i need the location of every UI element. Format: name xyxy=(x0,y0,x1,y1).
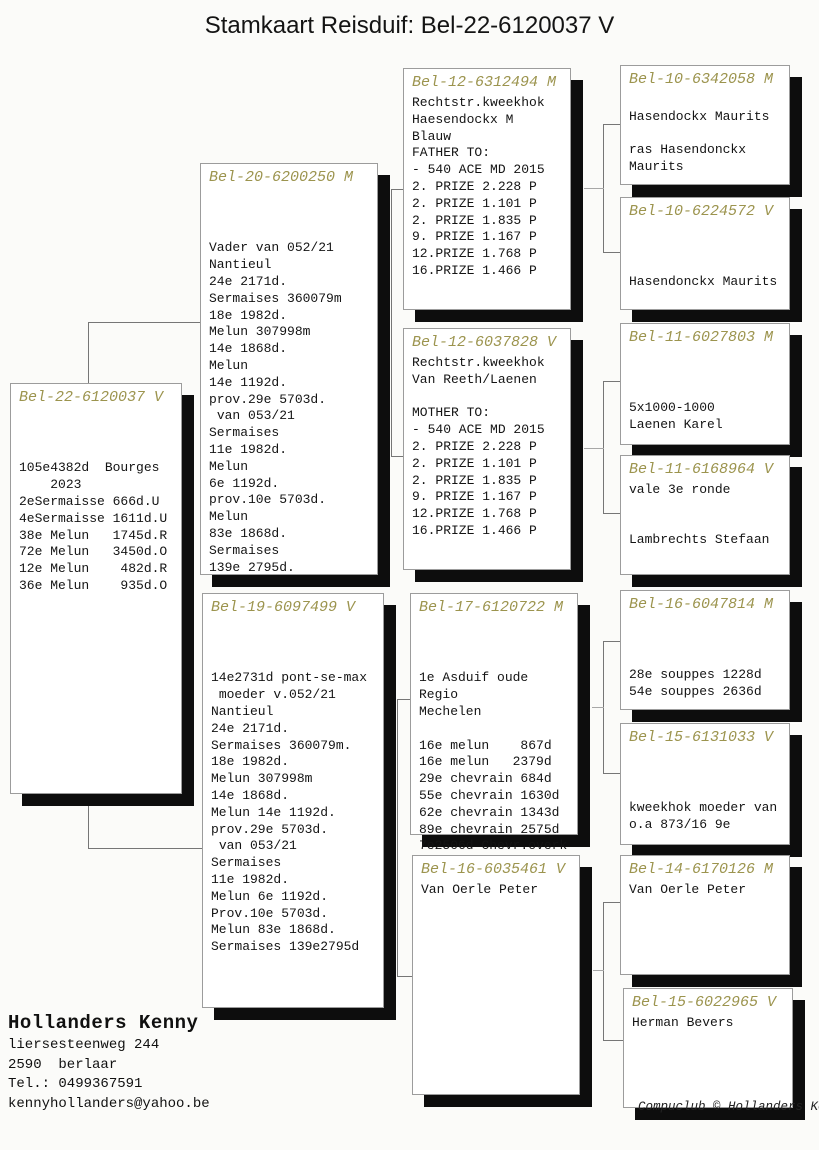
connector-line xyxy=(584,188,604,189)
box-text: Rechtstr.kweekhok Haesendockx M Blauw FA… xyxy=(412,95,545,278)
connector-line xyxy=(603,902,604,1041)
box-text: Rechtstr.kweekhok Van Reeth/Laenen MOTHE… xyxy=(412,355,545,538)
pedigree-box-father: Bel-20-6200250 M Vader van 052/21 Nantie… xyxy=(200,163,378,575)
box-text: Herman Bevers xyxy=(632,1015,734,1030)
ring-number: Bel-22-6120037 V xyxy=(19,389,164,406)
pedigree-box-mother: Bel-19-6097499 V 14e2731d pont-se-max mo… xyxy=(202,593,384,1008)
box-text: Hasendockx Maurits ras Hasendonckx Mauri… xyxy=(629,108,770,175)
box-text: Vader van 052/21 Nantieul 24e 2171d. Ser… xyxy=(209,240,342,575)
ring-number: Bel-10-6342058 M xyxy=(629,71,774,88)
connector-line xyxy=(584,448,604,449)
box-text: 5x1000-1000 Laenen Karel xyxy=(629,400,723,433)
pedigree-box-great-grandparent-3: Bel-11-6027803 M 5x1000-1000 Laenen Kare… xyxy=(620,323,790,445)
box-text: 1e Asduif oude Regio Mechelen 16e melun … xyxy=(419,670,568,854)
connector-line xyxy=(603,513,621,514)
connector-line xyxy=(391,189,404,190)
box-text: 105e4382d Bourges 2023 2eSermaisse 666d.… xyxy=(19,460,168,593)
connector-line xyxy=(391,456,404,457)
ring-number: Bel-20-6200250 M xyxy=(209,169,354,186)
connector-line xyxy=(397,699,398,977)
connector-line xyxy=(603,1040,624,1041)
owner-name: Hollanders Kenny xyxy=(8,1012,199,1034)
pedigree-box-maternal-grandfather: Bel-17-6120722 M 1e Asduif oude Regio Me… xyxy=(410,593,578,853)
ring-number: Bel-15-6022965 V xyxy=(632,994,777,1011)
pedigree-box-maternal-grandmother: Bel-16-6035461 V Van Oerle Peter xyxy=(412,855,580,1095)
pedigree-box-great-grandparent-8: Bel-15-6022965 V Herman Bevers xyxy=(623,988,793,1108)
pedigree-box-great-grandparent-7: Bel-14-6170126 M Van Oerle Peter xyxy=(620,855,790,975)
pedigree-box-paternal-grandfather: Bel-12-6312494 M Rechtstr.kweekhok Haese… xyxy=(403,68,571,310)
box-text: Van Oerle Peter xyxy=(629,882,747,897)
connector-line xyxy=(603,252,621,253)
box-text: vale 3e ronde Lambrechts Stefaan xyxy=(629,482,770,548)
page-title: Stamkaart Reisduif: Bel-22-6120037 V xyxy=(204,12,615,39)
connector-line xyxy=(88,322,201,323)
pedigree-box-great-grandparent-1: Bel-10-6342058 M Hasendockx Maurits ras … xyxy=(620,65,790,185)
connector-line xyxy=(592,707,604,708)
box-text: kweekhok moeder van o.a 873/16 9e xyxy=(629,800,778,833)
box-text: 14e2731d pont-se-max moeder v.052/21 Nan… xyxy=(211,670,368,955)
pedigree-box-subject: Bel-22-6120037 V 105e4382d Bourges 2023 … xyxy=(10,383,182,794)
owner-contact-block: Hollanders Kenny liersesteenweg 244 2590… xyxy=(8,1012,210,1114)
pedigree-box-great-grandparent-5: Bel-16-6047814 M 28e souppes 1228d 54e s… xyxy=(620,590,790,710)
ring-number: Bel-19-6097499 V xyxy=(211,599,356,616)
ring-number: Bel-17-6120722 M xyxy=(419,599,564,616)
owner-address: liersesteenweg 244 2590 berlaar Tel.: 04… xyxy=(8,1037,210,1112)
pedigree-box-great-grandparent-4: Bel-11-6168964 V vale 3e ronde Lambrecht… xyxy=(620,455,790,575)
connector-line xyxy=(88,848,203,849)
ring-number: Bel-12-6037828 V xyxy=(412,334,557,351)
connector-line xyxy=(88,794,89,849)
ring-number: Bel-11-6168964 V xyxy=(629,461,774,478)
connector-line xyxy=(603,902,621,903)
connector-line xyxy=(397,976,413,977)
ring-number: Bel-16-6047814 M xyxy=(629,596,774,613)
box-text: 28e souppes 1228d 54e souppes 2636d xyxy=(629,667,762,700)
ring-number: Bel-10-6224572 V xyxy=(629,203,774,220)
software-credit: Compuclub © Hollanders Kenny xyxy=(638,1100,819,1114)
ring-number: Bel-11-6027803 M xyxy=(629,329,774,346)
ring-number: Bel-12-6312494 M xyxy=(412,74,557,91)
connector-line xyxy=(88,322,89,384)
ring-number: Bel-16-6035461 V xyxy=(421,861,566,878)
connector-line xyxy=(603,381,604,514)
box-text: Hasendonckx Maurits xyxy=(629,274,778,290)
connector-line xyxy=(603,124,621,125)
ring-number: Bel-14-6170126 M xyxy=(629,861,774,878)
connector-line xyxy=(603,773,621,774)
pedigree-box-great-grandparent-2: Bel-10-6224572 V Hasendonckx Maurits xyxy=(620,197,790,310)
connector-line xyxy=(603,641,621,642)
connector-line xyxy=(397,699,411,700)
connector-line xyxy=(593,970,604,971)
connector-line xyxy=(603,381,621,382)
ring-number: Bel-15-6131033 V xyxy=(629,729,774,746)
pedigree-box-great-grandparent-6: Bel-15-6131033 V kweekhok moeder van o.a… xyxy=(620,723,790,845)
box-text: Van Oerle Peter xyxy=(421,882,539,897)
connector-line xyxy=(391,189,392,457)
pedigree-box-paternal-grandmother: Bel-12-6037828 V Rechtstr.kweekhok Van R… xyxy=(403,328,571,570)
